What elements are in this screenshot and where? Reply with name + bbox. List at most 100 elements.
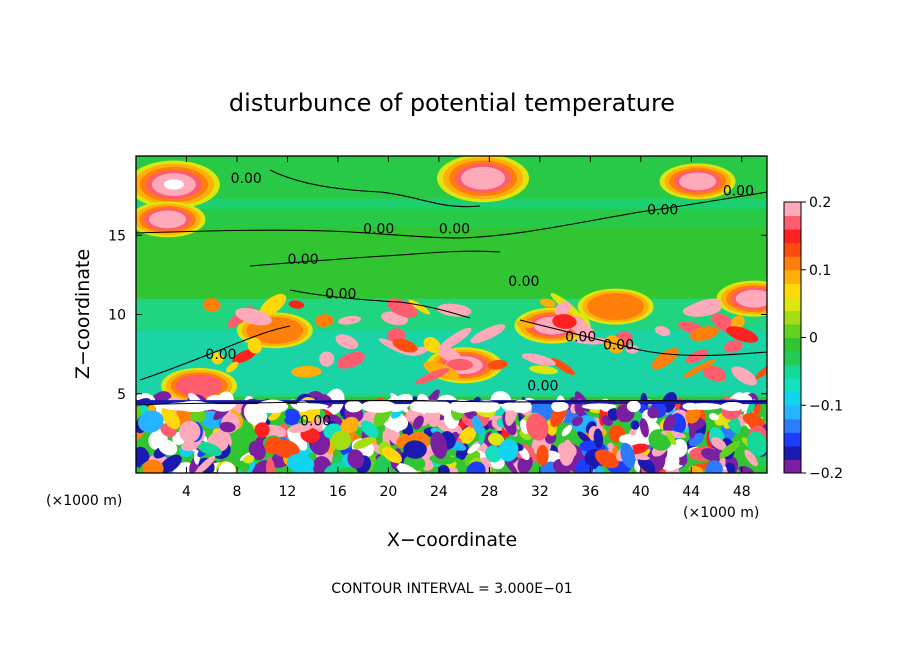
field-blob — [738, 465, 754, 473]
contour-label: 0.00 — [363, 222, 394, 238]
field-blob — [335, 334, 359, 350]
field-blob — [487, 359, 508, 370]
field-blob — [347, 449, 365, 469]
field-blob — [446, 358, 474, 371]
field-blob — [735, 289, 767, 308]
field-blob — [593, 428, 604, 449]
x-tick-label: 40 — [632, 484, 650, 500]
field-blob — [408, 346, 429, 356]
contour-line — [269, 169, 481, 208]
contour-label: 0.00 — [527, 379, 558, 395]
field-blob — [179, 420, 201, 443]
field-blob — [415, 401, 444, 412]
contour-label: 0.00 — [287, 252, 318, 268]
x-tick-label: 24 — [430, 484, 448, 500]
x-tick-label: 28 — [480, 484, 498, 500]
field-blob — [324, 461, 345, 473]
colorbar-tick-label: 0 — [809, 331, 818, 347]
field-blob — [554, 301, 572, 316]
field-blob — [637, 457, 656, 473]
contour-line — [136, 399, 767, 406]
contour-label: 0.00 — [723, 184, 754, 200]
field-blob — [243, 454, 255, 464]
contour-line — [136, 191, 767, 239]
field-blob — [731, 366, 757, 386]
field-blob — [581, 403, 617, 410]
field-blob — [654, 326, 671, 337]
heatmap-field — [136, 156, 767, 473]
field-blob — [235, 307, 272, 326]
colorbar-swatch — [784, 405, 801, 420]
field-blob — [630, 420, 640, 430]
field-blob — [574, 401, 585, 417]
field-blob — [429, 454, 455, 465]
x-tick-label: 4 — [182, 484, 191, 500]
contour-label: 0.00 — [508, 274, 539, 290]
field-blob — [338, 315, 362, 325]
field-blob — [458, 426, 477, 445]
field-blob — [336, 351, 366, 369]
colorbar-swatch — [784, 432, 801, 447]
plot-area: 0.00 0.00 0.00 0.00 0.00 0.00 0.00 0.00 0.00 0.00… — [135, 155, 768, 474]
colorbar-swatch — [784, 364, 801, 379]
colorbar-swatch — [784, 283, 801, 298]
contour-label: 0.00 — [603, 337, 634, 353]
contour-label: 0.00 — [439, 222, 470, 238]
contour-label: 0.00 — [300, 413, 331, 429]
field-blob — [285, 408, 301, 422]
x-tick-label: 44 — [682, 484, 700, 500]
field-blob — [552, 314, 577, 329]
field-blob — [254, 422, 270, 438]
field-blob — [360, 420, 379, 438]
field-blob — [296, 400, 310, 413]
field-blob — [536, 444, 549, 466]
field-blob — [344, 400, 363, 413]
field-blob — [438, 464, 450, 473]
field-blob — [138, 410, 164, 433]
colorbar-swatch — [784, 215, 801, 230]
field-blob — [705, 460, 723, 473]
field-blob — [438, 327, 472, 351]
field-blob — [485, 445, 502, 463]
field-blob — [452, 457, 472, 471]
field-blob — [185, 402, 217, 411]
field-blob — [291, 365, 322, 378]
field-blob — [551, 400, 565, 412]
field-blob — [720, 402, 736, 410]
field-blob — [594, 449, 619, 469]
field-blob — [529, 365, 559, 375]
field-blob — [685, 349, 709, 364]
y-tick-label: 10 — [108, 308, 126, 324]
field-blob — [330, 430, 352, 451]
field-blob — [287, 427, 308, 451]
field-blob — [202, 298, 221, 312]
colorbar-swatch — [784, 256, 801, 271]
field-blob — [392, 338, 418, 353]
contour-line — [519, 319, 767, 357]
field-blob — [467, 169, 500, 187]
field-blob — [679, 172, 717, 191]
contour-label: 0.00 — [325, 287, 356, 303]
colorbar-swatch — [784, 269, 801, 284]
field-band — [136, 198, 767, 209]
contour-labels: 0.00 0.00 0.00 0.00 0.00 0.00 0.00 0.00 0.00 0.00… — [205, 171, 754, 430]
field-blob — [685, 406, 701, 424]
contour-label: 0.00 — [565, 329, 596, 345]
field-blob — [724, 340, 743, 353]
colorbar-swatch — [784, 310, 801, 325]
field-blob — [430, 431, 448, 459]
colorbar-tick-label: 0.2 — [809, 195, 831, 211]
field-blob — [190, 409, 207, 422]
field-blob — [703, 366, 727, 381]
y-tick-label: 15 — [108, 228, 126, 244]
field-blob — [423, 336, 441, 353]
field-blob — [718, 440, 741, 459]
field-blob — [259, 293, 287, 317]
field-blob — [408, 299, 431, 315]
field-blob — [689, 326, 719, 341]
contour-line — [139, 325, 291, 381]
field-blob — [711, 437, 727, 451]
field-blob — [287, 453, 315, 473]
field-blob — [666, 443, 682, 456]
